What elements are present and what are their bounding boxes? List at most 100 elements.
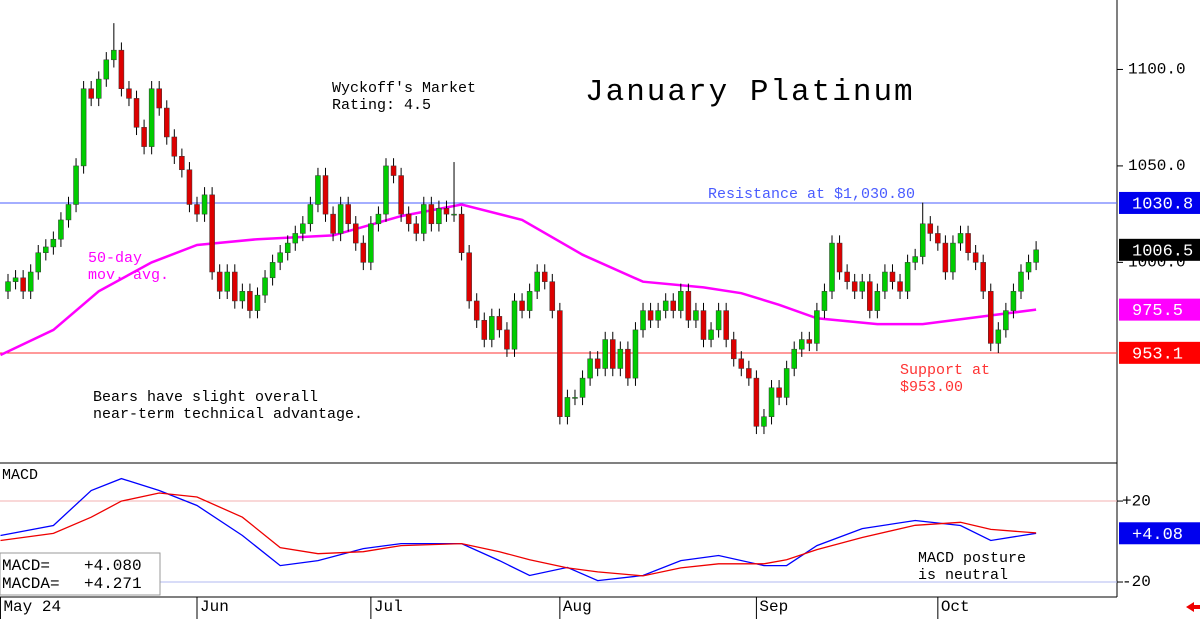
candle-body [526, 291, 533, 311]
candle-body [95, 78, 102, 99]
candle-body [693, 310, 699, 321]
y-tick-label: 1100.0 [1128, 61, 1186, 79]
x-tick-label: Aug [563, 598, 592, 616]
candle-body [428, 204, 435, 225]
candle-body [935, 233, 941, 244]
candle-body [20, 277, 26, 292]
price-marker [1119, 191, 1200, 214]
candle-body [821, 291, 828, 311]
x-tick-label: Sep [759, 598, 788, 616]
candle-body [88, 88, 94, 99]
candle-body [496, 316, 503, 331]
candle-body [179, 156, 185, 171]
candle-body [700, 310, 707, 340]
candle-body [466, 252, 472, 302]
candle-body [791, 348, 797, 369]
candle-body [504, 329, 510, 350]
candle-body [662, 300, 669, 311]
candle-body [50, 238, 57, 248]
candle-body [761, 416, 767, 427]
candle-body [12, 277, 19, 282]
candle-body [715, 310, 722, 331]
candle-body [481, 319, 488, 340]
candle-body [247, 291, 253, 311]
candle-body [965, 233, 971, 253]
y-tick-label: -20 [1122, 573, 1151, 591]
candle-body [511, 300, 518, 350]
candle-body [640, 310, 646, 331]
candle-body [738, 358, 745, 369]
candle-body [647, 310, 654, 321]
candle-body [126, 88, 132, 99]
reference-label: Support at [900, 362, 990, 379]
candle-body [27, 271, 34, 292]
candle-body [957, 233, 964, 244]
annotation: is neutral [918, 567, 1008, 584]
candle-body [277, 252, 283, 263]
candle-body [776, 387, 782, 398]
candle-body [587, 358, 593, 379]
candle-body [950, 242, 956, 273]
candle-body [904, 262, 911, 292]
candle-body [292, 233, 299, 244]
candle-body [103, 59, 110, 80]
candle-body [368, 223, 374, 263]
candle-body [65, 204, 72, 221]
candle-body [148, 88, 155, 147]
candle-body [995, 329, 1002, 344]
y-tick-label: +20 [1122, 492, 1151, 510]
price-marker-label: 1030.8 [1132, 195, 1193, 214]
x-tick-label: Jun [200, 598, 229, 616]
candle-body [806, 339, 813, 344]
candle-body [375, 213, 382, 225]
panel-title: MACD [2, 467, 38, 484]
candle-body [262, 277, 268, 296]
candle-body [141, 127, 147, 147]
candle-body [829, 242, 835, 292]
price-marker-label: 975.5 [1132, 302, 1183, 321]
candle-body [972, 252, 979, 263]
reference-label: Resistance at $1,030.80 [708, 186, 915, 203]
candle-body [632, 329, 639, 379]
candle-body [610, 339, 616, 369]
candle-body [315, 175, 321, 205]
scroll-arrow [1186, 602, 1200, 612]
y-tick-label: 1050.0 [1128, 157, 1186, 175]
candle-body [814, 310, 820, 344]
candle-body [443, 208, 450, 215]
candle-body [602, 339, 608, 369]
candle-body [353, 223, 359, 244]
candle-body [768, 387, 775, 417]
candle-body [383, 165, 389, 215]
candle-body [572, 397, 578, 399]
legend-value: +4.271 [84, 575, 142, 593]
annotation: near-term technical advantage. [93, 406, 363, 423]
candle-body [171, 136, 178, 157]
price-marker-label: 1006.5 [1132, 242, 1193, 261]
annotation: MACD posture [918, 550, 1026, 567]
x-tick-label: Oct [941, 598, 970, 616]
candle-body [1003, 310, 1009, 331]
candle-body [194, 204, 200, 215]
annotation: Bears have slight overall [93, 389, 318, 406]
candle-body [330, 213, 336, 234]
legend-value: +4.080 [84, 557, 142, 575]
candle-body [859, 281, 865, 292]
candle-body [655, 310, 661, 321]
candle-body [625, 348, 631, 379]
candle-body [753, 377, 760, 427]
price-marker [1119, 522, 1200, 545]
candle-body [541, 271, 548, 282]
candle-body [345, 204, 351, 225]
candle-body [723, 310, 729, 340]
candle-body [201, 194, 208, 215]
candle-body [564, 397, 571, 417]
candle-body [209, 194, 215, 273]
candle-body [405, 213, 412, 225]
candle-body [988, 291, 994, 344]
candle-body [284, 242, 291, 253]
macd-line [0, 492, 1037, 577]
candle-body [746, 368, 752, 379]
candle-body [133, 98, 140, 128]
